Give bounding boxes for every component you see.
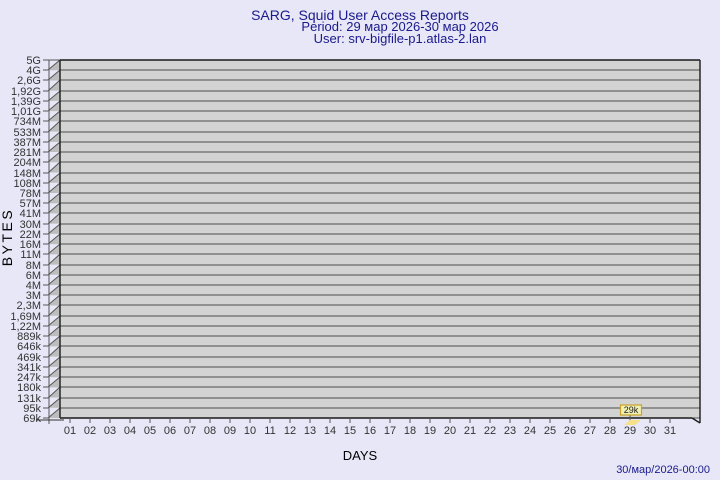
svg-text:29k: 29k (624, 405, 639, 415)
